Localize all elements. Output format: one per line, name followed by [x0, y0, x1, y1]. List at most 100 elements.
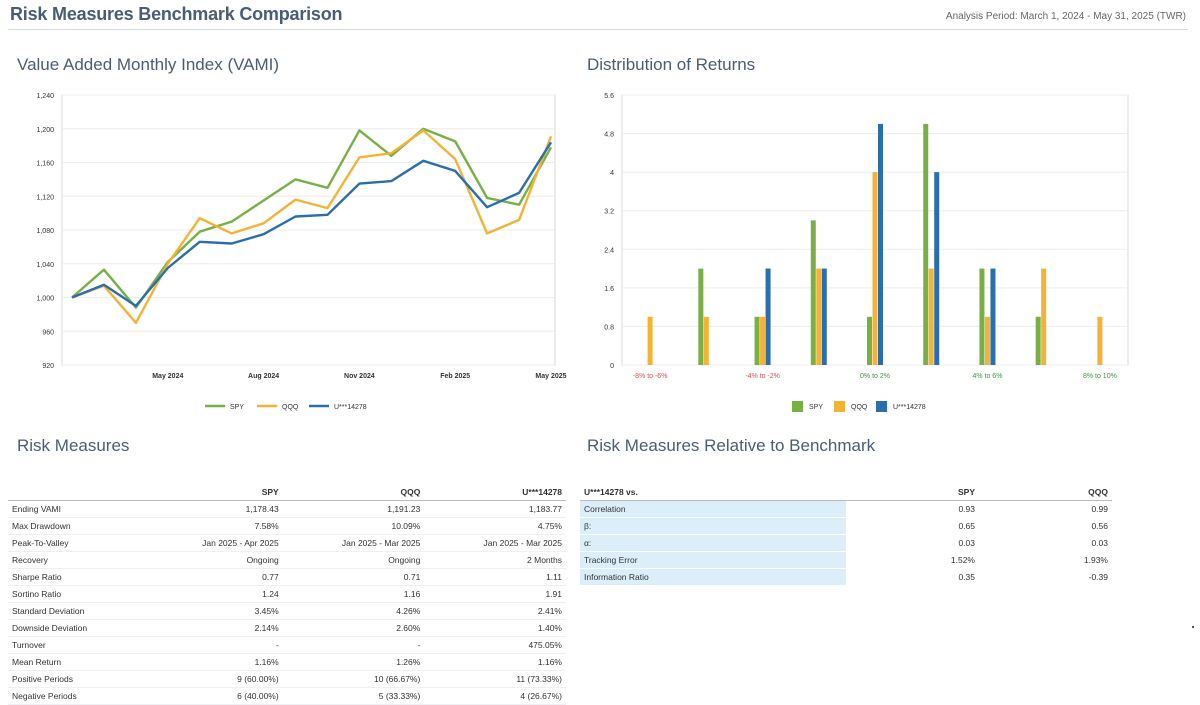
analysis-period: Analysis Period: March 1, 2024 - May 31,… [945, 11, 1186, 22]
table-cell: 3.45% [144, 602, 283, 620]
table-cell: 0.93 [846, 500, 979, 518]
bar-qqq [816, 268, 822, 365]
table-cell: 1,183.77 [424, 500, 566, 518]
bar-spy [754, 316, 760, 365]
table-cell: 0.03 [979, 534, 1112, 552]
column-header: SPY [144, 483, 283, 501]
x-tick-label: Feb 2025 [440, 373, 470, 380]
y-tick-label: 0 [610, 363, 614, 370]
y-tick-label: 920 [42, 363, 54, 370]
x-tick-label: May 2025 [535, 373, 566, 380]
table-cell: 4.26% [282, 602, 425, 620]
bar-spy [698, 268, 704, 365]
column-header: QQQ [979, 483, 1112, 501]
table-cell: -0.39 [979, 568, 1112, 586]
table-cell: 1.16% [424, 653, 566, 671]
y-tick-label: 1.6 [604, 286, 614, 293]
table-cell: 7.58% [144, 517, 283, 535]
column-header: U***14278 vs. [580, 483, 846, 501]
y-tick-label: 2.4 [604, 247, 614, 254]
table-cell: 1.93% [979, 551, 1112, 569]
bar-spy [979, 268, 985, 365]
risk-measures-table: SPY QQQ U***14278 Ending VAMI 1,178.43 1,191.… [8, 483, 566, 705]
y-tick-label: 1,040 [36, 262, 54, 269]
x-tick-label: May 2024 [152, 373, 183, 380]
legend-label: U***14278 [893, 404, 926, 411]
risk-measures-title: Risk Measures [17, 436, 130, 455]
row-label: Turnover [8, 636, 145, 654]
y-tick-label: 0.8 [604, 324, 614, 331]
row-label: Negative Periods [8, 687, 145, 705]
table-row: Correlation 0.93 0.99 [580, 500, 1112, 518]
table-cell: 1.16 [282, 585, 425, 603]
table-cell: 2.41% [424, 602, 566, 620]
table-cell: 0.03 [846, 534, 979, 552]
table-row: Positive Periods 9 (60.00%) 10 (66.67%) 11 … [8, 670, 566, 688]
y-tick-label: 5.6 [604, 93, 614, 100]
table-cell: Ongoing [282, 551, 425, 569]
table-cell: 0.99 [979, 500, 1112, 518]
table-row: Negative Periods 6 (40.00%) 5 (33.33%) 4 (2… [8, 687, 566, 705]
page-title: Risk Measures Benchmark Comparison [10, 4, 343, 24]
table-cell: 0.56 [979, 517, 1112, 535]
legend-swatch [792, 401, 803, 412]
series-line-u14278 [71, 141, 553, 308]
distribution-chart: 0 0.8 1.6 2.4 3.2 4 4.8 5.6 -8% to -6% -4% to -2%… [604, 93, 1129, 412]
table-row: Turnover - -475.05% [8, 636, 566, 654]
row-label: α: [580, 534, 846, 552]
table-cell: - [282, 636, 425, 654]
y-tick-label: 1,080 [36, 228, 54, 235]
y-tick-label: 3.2 [604, 209, 614, 216]
table-header-row: U***14278 vs. SPY QQQ [580, 483, 1112, 501]
row-label: Sharpe Ratio [8, 568, 145, 586]
bar-u14278 [990, 268, 996, 365]
title-divider [8, 29, 1188, 30]
table-cell: 1.26% [282, 653, 425, 671]
y-tick-label: 1,160 [36, 161, 54, 168]
x-category-label: 8% to 10% [1083, 373, 1117, 380]
bar-u14278 [821, 268, 827, 365]
series-line-qqq [71, 129, 553, 325]
legend-label: U***14278 [334, 404, 367, 411]
table-cell: 1.40% [424, 619, 566, 637]
table-row: α: 0.03 0.03 [580, 534, 1112, 552]
table-cell: Jan 2025 - Mar 2025 [282, 534, 425, 552]
table-row: Sortino Ratio 1.24 1.16 1.91 [8, 585, 566, 603]
x-category-label: 0% to 2% [860, 373, 890, 380]
table-cell: 1.91 [424, 585, 566, 603]
bar-qqq [703, 316, 709, 365]
table-cell: 1.24 [144, 585, 283, 603]
x-tick-label: Aug 2024 [248, 373, 279, 380]
table-cell: 1.11 [424, 568, 566, 586]
table-cell: 0.65 [846, 517, 979, 535]
table-cell: 5 (33.33%) [282, 687, 425, 705]
table-row: β: 0.65 0.56 [580, 517, 1112, 535]
table-cell: - [144, 636, 283, 654]
table-cell: Ongoing [144, 551, 283, 569]
table-cell: 475.05% [424, 636, 566, 654]
row-label: Standard Deviation [8, 602, 145, 620]
table-header-row: SPY QQQ U***14278 [8, 483, 566, 501]
relative-benchmark-table: U***14278 vs. SPY QQQ Correlation 0.93 0.99 β:… [580, 483, 1112, 586]
bar-u14278 [765, 268, 771, 365]
y-tick-label: 4.8 [604, 132, 614, 139]
vami-chart: 920 960 1,000 1,040 1,080 1,120 1,160 1,200 1,24… [36, 93, 566, 411]
table-cell: 2 Months [424, 551, 566, 569]
bar-qqq [647, 316, 653, 365]
table-cell: 10.09% [282, 517, 425, 535]
series-line-spy [71, 127, 553, 309]
column-header [8, 483, 145, 501]
bar-spy [810, 220, 816, 365]
x-category-label: 4% to 6% [972, 373, 1002, 380]
row-label: Positive Periods [8, 670, 145, 688]
table-cell: 0.77 [144, 568, 283, 586]
bar-qqq [984, 316, 990, 365]
column-header: U***14278 [424, 483, 566, 501]
table-cell: 0.35 [846, 568, 979, 586]
table-cell: 6 (40.00%) [144, 687, 283, 705]
legend-label: SPY [809, 404, 823, 411]
table-cell: 1.52% [846, 551, 979, 569]
row-label: Sortino Ratio [8, 585, 145, 603]
bar-qqq [1041, 268, 1047, 365]
bar-spy [923, 123, 929, 365]
